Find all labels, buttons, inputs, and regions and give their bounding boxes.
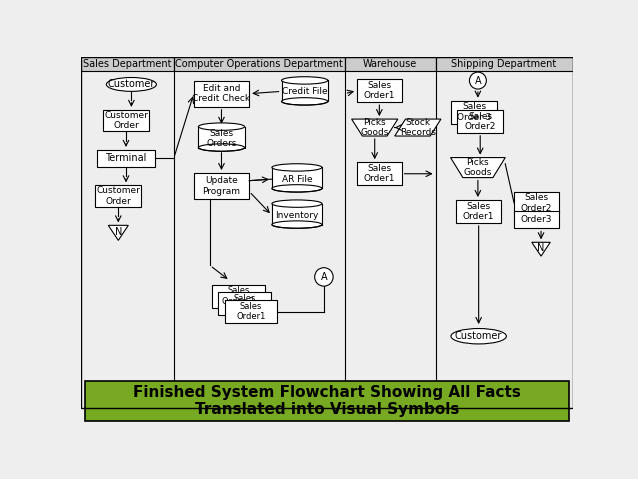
Text: Order3: Order3 [521, 216, 552, 225]
Bar [281, 80, 328, 102]
Ellipse shape [272, 221, 322, 228]
Text: Customer
Order: Customer Order [104, 111, 148, 130]
Text: Sales
Order2: Sales Order2 [521, 194, 552, 213]
Polygon shape [352, 119, 398, 136]
Bar [97, 150, 155, 167]
Bar [272, 204, 322, 225]
Bar [514, 192, 559, 214]
Text: Sales
Order2: Sales Order2 [464, 112, 496, 131]
Text: Terminal: Terminal [105, 153, 147, 163]
Polygon shape [450, 158, 505, 178]
Bar [272, 168, 322, 188]
Bar [514, 212, 559, 228]
Bar [218, 292, 271, 316]
Bar [85, 381, 568, 421]
Text: Edit and
Credit Check: Edit and Credit Check [193, 84, 251, 103]
Text: Sales
Order1: Sales Order1 [364, 164, 395, 183]
Text: Sales
Order 3: Sales Order 3 [457, 103, 491, 122]
Bar [194, 173, 249, 199]
Text: Sales
Order1: Sales Order1 [236, 302, 265, 321]
Text: Computer Operations Department: Computer Operations Department [175, 59, 343, 69]
Ellipse shape [272, 185, 322, 192]
Bar [174, 57, 345, 71]
Bar [194, 80, 249, 107]
Bar [103, 110, 149, 131]
Text: Picks
Goods: Picks Goods [464, 158, 492, 177]
Ellipse shape [281, 77, 328, 84]
Text: Customer: Customer [108, 80, 155, 90]
Bar [436, 57, 572, 71]
Polygon shape [532, 242, 550, 256]
Bar [212, 285, 265, 308]
Bar [357, 162, 402, 185]
Text: N: N [537, 243, 545, 253]
Text: Finished System Flowchart Showing All Facts
Translated into Visual Symbols: Finished System Flowchart Showing All Fa… [133, 385, 521, 417]
Bar [451, 101, 497, 124]
Bar [225, 300, 277, 323]
Circle shape [470, 72, 486, 89]
Text: Sales
Order 3: Sales Order 3 [223, 286, 255, 306]
Text: Update
Program: Update Program [202, 176, 241, 196]
Bar [198, 126, 244, 148]
Bar [457, 110, 503, 133]
Ellipse shape [198, 144, 244, 151]
Text: Sales
Order2: Sales Order2 [230, 294, 259, 314]
Bar [345, 57, 436, 71]
Text: Credit File: Credit File [282, 87, 327, 96]
Text: Picks
Goods: Picks Goods [360, 118, 389, 137]
Text: Warehouse: Warehouse [363, 59, 417, 69]
Polygon shape [395, 119, 441, 136]
Bar [357, 79, 402, 102]
Ellipse shape [272, 200, 322, 207]
Text: Sales
Order1: Sales Order1 [364, 81, 395, 100]
Text: Sales Department: Sales Department [84, 59, 172, 69]
Polygon shape [108, 225, 128, 240]
Text: Stock
Records: Stock Records [400, 118, 436, 137]
Bar [456, 200, 501, 223]
Text: AR File: AR File [281, 175, 312, 183]
Circle shape [315, 268, 333, 286]
Ellipse shape [451, 329, 507, 344]
Text: Sales
Order1: Sales Order1 [463, 202, 494, 221]
Text: A: A [475, 76, 481, 86]
Ellipse shape [281, 98, 328, 105]
Bar [82, 57, 174, 71]
Text: A: A [320, 272, 327, 282]
Text: Sales
Orders: Sales Orders [206, 129, 237, 148]
Text: Customer
Order: Customer Order [96, 186, 140, 206]
Text: Shipping Department: Shipping Department [452, 59, 557, 69]
Bar [95, 185, 142, 207]
Ellipse shape [198, 123, 244, 130]
Ellipse shape [272, 164, 322, 171]
Text: Inventory: Inventory [275, 211, 318, 220]
Text: N: N [115, 227, 122, 237]
Text: Customer: Customer [455, 331, 502, 341]
Ellipse shape [107, 78, 156, 91]
